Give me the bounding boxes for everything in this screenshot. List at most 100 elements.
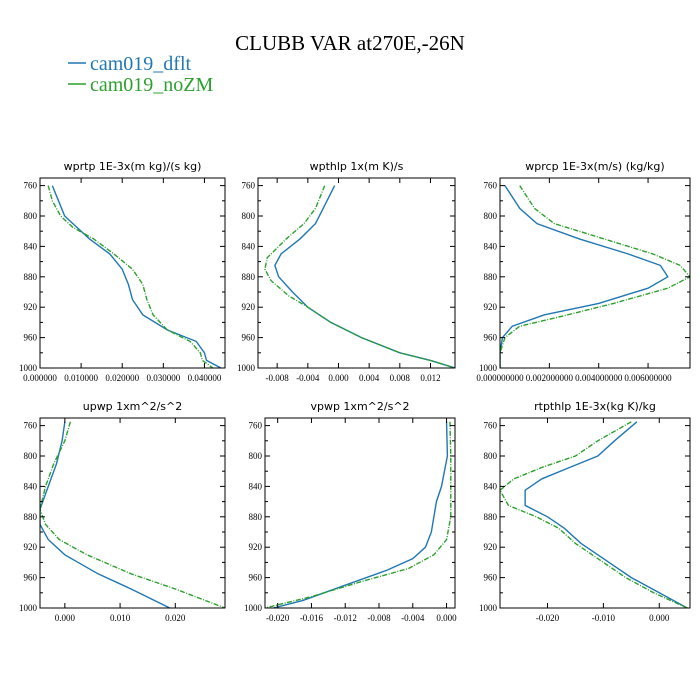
y-tick-label: 960	[484, 573, 498, 583]
y-tick-label: 1000	[479, 603, 498, 613]
x-tick-label: 0.010	[110, 613, 131, 623]
y-tick-label: 920	[24, 302, 38, 312]
y-tick-label: 800	[24, 211, 38, 221]
series-line-nozm	[500, 185, 690, 368]
series-line-dflt	[273, 421, 449, 608]
y-tick-label: 920	[24, 542, 38, 552]
y-tick-label: 800	[24, 451, 38, 461]
series-line-nozm	[265, 421, 452, 608]
plot-frame	[39, 177, 226, 369]
y-tick-label: 800	[249, 451, 263, 461]
series-line-dflt	[40, 421, 171, 608]
y-tick-label: 880	[242, 272, 256, 282]
x-tick-label: 0.012	[420, 373, 440, 383]
x-tick-label: -0.008	[266, 373, 290, 383]
y-tick-label: 840	[24, 241, 38, 251]
plot-frame	[257, 177, 456, 369]
y-tick-label: 960	[484, 333, 498, 343]
x-tick-label: -0.008	[367, 613, 391, 623]
panel-title: vpwp 1xm^2/s^2	[310, 400, 409, 413]
y-tick-label: 800	[242, 211, 256, 221]
x-tick-label: -0.020	[536, 613, 560, 623]
x-tick-label: -0.010	[592, 613, 616, 623]
panel-2: wpthlp 1x(m K)/s 760 800 840 880 920 960 1000 -0…	[237, 160, 456, 383]
y-tick-label: 800	[484, 211, 498, 221]
y-tick-label: 880	[24, 512, 38, 522]
y-tick-label: 760	[242, 181, 256, 191]
x-tick-label: 0.008	[390, 373, 411, 383]
series-line-nozm	[500, 421, 688, 608]
y-tick-label: 1000	[237, 363, 256, 373]
legend-label-nozm: cam019_noZM	[90, 74, 214, 96]
series-line-dflt	[274, 185, 455, 368]
y-tick-label: 920	[242, 302, 256, 312]
panel-6: rtpthlp 1E-3x(kg K)/kg 760 800 840 880 920 960…	[479, 400, 691, 623]
y-tick-label: 880	[484, 512, 498, 522]
series-line-nozm	[47, 185, 214, 368]
y-tick-label: 920	[484, 542, 498, 552]
y-tick-label: 960	[24, 573, 38, 583]
plot-frame	[499, 177, 691, 369]
x-tick-label: -0.004	[401, 613, 425, 623]
x-tick-label: 0.002000000	[526, 373, 574, 383]
x-tick-label: -0.004	[296, 373, 320, 383]
panel-title: rtpthlp 1E-3x(kg K)/kg	[534, 400, 656, 413]
panel-4: upwp 1xm^2/s^2 760 800 840 880 920 960 1000 0.00…	[19, 400, 226, 623]
series-line-dflt	[51, 185, 222, 368]
y-tick-label: 960	[249, 573, 263, 583]
y-tick-label: 1000	[479, 363, 498, 373]
plot-frame	[39, 417, 226, 609]
y-tick-label: 760	[249, 421, 263, 431]
x-tick-label: 0.040000	[188, 373, 222, 383]
plot-frame	[264, 417, 456, 609]
y-tick-label: 880	[484, 272, 498, 282]
panel-5: vpwp 1xm^2/s^27608008408809209601000-0.0…	[244, 400, 457, 623]
y-tick-label: 920	[249, 542, 263, 552]
panel-title: wpthlp 1x(m K)/s	[310, 160, 404, 173]
x-tick-label: 0.000	[55, 613, 76, 623]
y-tick-label: 1000	[19, 603, 38, 613]
series-line-nozm	[40, 421, 225, 608]
y-tick-label: 840	[242, 241, 256, 251]
x-tick-label: 0.004	[359, 373, 380, 383]
x-tick-label: 0.004000000	[575, 373, 623, 383]
x-tick-label: 0.020000	[105, 373, 139, 383]
plot-frame	[499, 417, 691, 609]
panel-title: wprcp 1E-3x(m/s) (kg/kg)	[525, 160, 664, 173]
x-tick-label: 0.000	[649, 613, 670, 623]
x-tick-label: 0.010000	[64, 373, 98, 383]
x-tick-label: 0.000000	[23, 373, 57, 383]
figure-title: CLUBB VAR at270E,-26N	[235, 31, 465, 55]
x-tick-label: 0.000	[328, 373, 349, 383]
y-tick-label: 760	[484, 181, 498, 191]
series-line-nozm	[264, 185, 455, 368]
x-tick-label: -0.016	[300, 613, 324, 623]
y-tick-label: 960	[24, 333, 38, 343]
y-tick-label: 800	[484, 451, 498, 461]
y-tick-label: 840	[484, 241, 498, 251]
y-tick-label: 760	[24, 421, 38, 431]
x-tick-label: 0.006000000	[624, 373, 672, 383]
panel-3: wprcp 1E-3x(m/s) (kg/kg) 760 800 840 880 920 9…	[476, 160, 691, 383]
y-tick-label: 760	[484, 421, 498, 431]
x-tick-label: -0.020	[266, 613, 290, 623]
panel-1: wprtp 1E-3x(m kg)/(s kg) 760 800 840 880 920 9…	[19, 160, 226, 383]
y-tick-label: 880	[24, 272, 38, 282]
x-tick-label: 0.030000	[146, 373, 180, 383]
y-tick-label: 1000	[19, 363, 38, 373]
x-tick-label: 0.000	[436, 613, 457, 623]
x-tick-label: 0.000000000	[476, 373, 524, 383]
panel-grid: wprtp 1E-3x(m kg)/(s kg) 760 800 840 880 920 9…	[19, 160, 691, 623]
x-tick-label: 0.020	[165, 613, 186, 623]
y-tick-label: 840	[249, 481, 263, 491]
y-tick-label: 920	[484, 302, 498, 312]
y-tick-label: 760	[24, 181, 38, 191]
series-line-dflt	[524, 421, 688, 608]
panel-title: upwp 1xm^2/s^2	[83, 400, 183, 413]
panel-title: wprtp 1E-3x(m kg)/(s kg)	[64, 160, 202, 173]
y-tick-label: 1000	[244, 603, 263, 613]
x-tick-label: -0.012	[334, 613, 357, 623]
y-tick-label: 960	[242, 333, 256, 343]
y-tick-label: 840	[24, 481, 38, 491]
